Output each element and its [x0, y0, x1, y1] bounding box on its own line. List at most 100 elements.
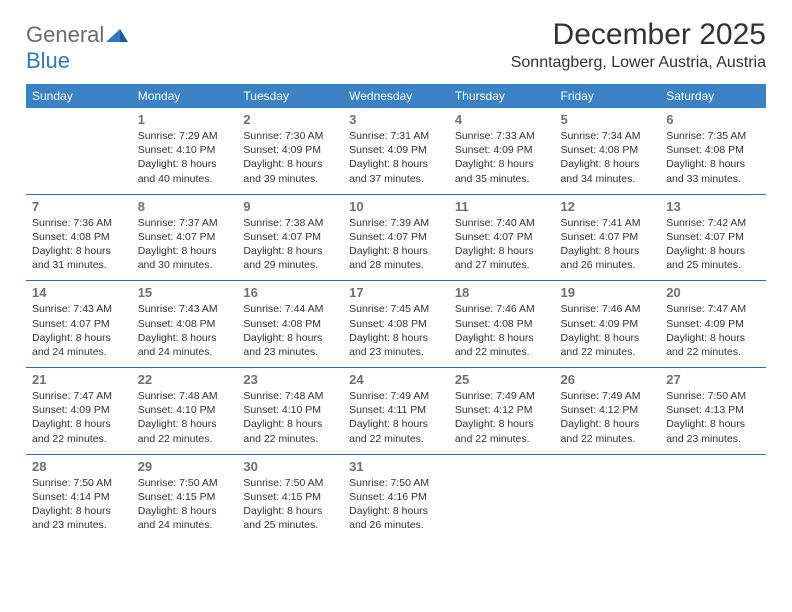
- calendar-day-cell: 19Sunrise: 7:46 AMSunset: 4:09 PMDayligh…: [555, 281, 661, 368]
- logo-word-1: General: [26, 22, 104, 47]
- calendar-day-cell: 22 Sunrise: 7:48 AMSunset: 4:10 PMDayligh…: [132, 368, 238, 455]
- page-title: December 2025: [511, 18, 766, 52]
- calendar-day-cell: [660, 454, 766, 540]
- day-info: Sunrise: 7:41 AMSunset: 4:07 PMDaylight:…: [561, 216, 655, 273]
- calendar-week-row: 14 Sunrise: 7:43 AMSunset: 4:07 PMDayligh…: [26, 281, 766, 368]
- day-info: Sunrise: 7:44 AMSunset: 4:08 PMDaylight:…: [243, 302, 337, 359]
- day-number: 30: [243, 459, 337, 474]
- weekday-header: Tuesday: [237, 84, 343, 108]
- calendar-day-cell: [449, 454, 555, 540]
- weekday-header: Thursday: [449, 84, 555, 108]
- weekday-header: Sunday: [26, 84, 132, 108]
- day-info: Sunrise: 7:48 AMSunset: 4:10 PMDaylight:…: [138, 389, 232, 446]
- day-info: Sunrise: 7:34 AMSunset: 4:08 PMDaylight:…: [561, 129, 655, 186]
- day-number: 7: [32, 199, 126, 214]
- calendar-day-cell: 18 Sunrise: 7:46 AMSunset: 4:08 PMDayligh…: [449, 281, 555, 368]
- day-info: Sunrise: 7:50 AMSunset: 4:13 PMDaylight:…: [666, 389, 760, 446]
- day-info: Sunrise: 7:46 AMSunset: 4:09 PMDaylight:…: [561, 302, 655, 359]
- day-info: Sunrise: 7:50 AMSunset: 4:15 PMDaylight:…: [243, 476, 337, 533]
- calendar-body: 1 Sunrise: 7:29 AMSunset: 4:10 PMDaylight…: [26, 108, 766, 540]
- calendar-week-row: 28 Sunrise: 7:50 AMSunset: 4:14 PMDayligh…: [26, 454, 766, 540]
- day-number: 3: [349, 112, 443, 127]
- day-info: Sunrise: 7:29 AMSunset: 4:10 PMDaylight:…: [138, 129, 232, 186]
- day-number: 24: [349, 372, 443, 387]
- day-number: 6: [666, 112, 760, 127]
- title-block: December 2025 Sonntagberg, Lower Austria…: [511, 18, 766, 72]
- day-info: Sunrise: 7:30 AMSunset: 4:09 PMDaylight:…: [243, 129, 337, 186]
- calendar-day-cell: 3Sunrise: 7:31 AMSunset: 4:09 PMDaylight…: [343, 108, 449, 194]
- day-number: 9: [243, 199, 337, 214]
- day-number: 29: [138, 459, 232, 474]
- day-info: Sunrise: 7:47 AMSunset: 4:09 PMDaylight:…: [32, 389, 126, 446]
- day-number: 31: [349, 459, 443, 474]
- calendar-day-cell: 24Sunrise: 7:49 AMSunset: 4:11 PMDayligh…: [343, 368, 449, 455]
- day-info: Sunrise: 7:43 AMSunset: 4:07 PMDaylight:…: [32, 302, 126, 359]
- day-number: 27: [666, 372, 760, 387]
- calendar-table: SundayMondayTuesdayWednesdayThursdayFrid…: [26, 84, 766, 540]
- logo-word-2: Blue: [26, 48, 70, 73]
- calendar-day-cell: 25Sunrise: 7:49 AMSunset: 4:12 PMDayligh…: [449, 368, 555, 455]
- day-info: Sunrise: 7:35 AMSunset: 4:08 PMDaylight:…: [666, 129, 760, 186]
- day-info: Sunrise: 7:50 AMSunset: 4:16 PMDaylight:…: [349, 476, 443, 533]
- calendar-day-cell: 6 Sunrise: 7:35 AMSunset: 4:08 PMDaylight…: [660, 108, 766, 194]
- calendar-day-cell: 29Sunrise: 7:50 AMSunset: 4:15 PMDayligh…: [132, 454, 238, 540]
- calendar-week-row: 21 Sunrise: 7:47 AMSunset: 4:09 PMDayligh…: [26, 368, 766, 455]
- calendar-day-cell: 2 Sunrise: 7:30 AMSunset: 4:09 PMDaylight…: [237, 108, 343, 194]
- logo-text: General Blue: [26, 22, 128, 74]
- day-number: 15: [138, 285, 232, 300]
- day-number: 17: [349, 285, 443, 300]
- calendar-week-row: 7 Sunrise: 7:36 AMSunset: 4:08 PMDaylight…: [26, 194, 766, 281]
- day-number: 18: [455, 285, 549, 300]
- day-number: 5: [561, 112, 655, 127]
- calendar-day-cell: 28 Sunrise: 7:50 AMSunset: 4:14 PMDayligh…: [26, 454, 132, 540]
- calendar-day-cell: 1 Sunrise: 7:29 AMSunset: 4:10 PMDaylight…: [132, 108, 238, 194]
- day-info: Sunrise: 7:39 AMSunset: 4:07 PMDaylight:…: [349, 216, 443, 273]
- calendar-day-cell: 5 Sunrise: 7:34 AMSunset: 4:08 PMDaylight…: [555, 108, 661, 194]
- day-number: 20: [666, 285, 760, 300]
- day-number: 10: [349, 199, 443, 214]
- calendar-day-cell: 16Sunrise: 7:44 AMSunset: 4:08 PMDayligh…: [237, 281, 343, 368]
- logo-triangle-icon: [106, 26, 128, 42]
- day-number: 14: [32, 285, 126, 300]
- day-info: Sunrise: 7:38 AMSunset: 4:07 PMDaylight:…: [243, 216, 337, 273]
- calendar-day-cell: 31 Sunrise: 7:50 AMSunset: 4:16 PMDayligh…: [343, 454, 449, 540]
- calendar-day-cell: 10 Sunrise: 7:39 AMSunset: 4:07 PMDayligh…: [343, 194, 449, 281]
- day-number: 13: [666, 199, 760, 214]
- day-info: Sunrise: 7:45 AMSunset: 4:08 PMDaylight:…: [349, 302, 443, 359]
- calendar-day-cell: 23Sunrise: 7:48 AMSunset: 4:10 PMDayligh…: [237, 368, 343, 455]
- day-number: 4: [455, 112, 549, 127]
- day-number: 11: [455, 199, 549, 214]
- calendar-day-cell: [555, 454, 661, 540]
- calendar-day-cell: [26, 108, 132, 194]
- day-number: 2: [243, 112, 337, 127]
- calendar-day-cell: 15 Sunrise: 7:43 AMSunset: 4:08 PMDayligh…: [132, 281, 238, 368]
- day-number: 12: [561, 199, 655, 214]
- weekday-header: Monday: [132, 84, 238, 108]
- calendar-day-cell: 4 Sunrise: 7:33 AMSunset: 4:09 PMDaylight…: [449, 108, 555, 194]
- day-info: Sunrise: 7:46 AMSunset: 4:08 PMDaylight:…: [455, 302, 549, 359]
- day-info: Sunrise: 7:36 AMSunset: 4:08 PMDaylight:…: [32, 216, 126, 273]
- day-info: Sunrise: 7:50 AMSunset: 4:14 PMDaylight:…: [32, 476, 126, 533]
- weekday-header: Friday: [555, 84, 661, 108]
- calendar-day-cell: 27 Sunrise: 7:50 AMSunset: 4:13 PMDayligh…: [660, 368, 766, 455]
- day-number: 26: [561, 372, 655, 387]
- day-number: 22: [138, 372, 232, 387]
- day-info: Sunrise: 7:40 AMSunset: 4:07 PMDaylight:…: [455, 216, 549, 273]
- calendar-day-cell: 20Sunrise: 7:47 AMSunset: 4:09 PMDayligh…: [660, 281, 766, 368]
- calendar-day-cell: 26Sunrise: 7:49 AMSunset: 4:12 PMDayligh…: [555, 368, 661, 455]
- weekday-header: Saturday: [660, 84, 766, 108]
- day-number: 1: [138, 112, 232, 127]
- header: General Blue December 2025 Sonntagberg, …: [26, 18, 766, 74]
- day-info: Sunrise: 7:42 AMSunset: 4:07 PMDaylight:…: [666, 216, 760, 273]
- logo: General Blue: [26, 22, 128, 74]
- weekday-header-row: SundayMondayTuesdayWednesdayThursdayFrid…: [26, 84, 766, 108]
- day-number: 21: [32, 372, 126, 387]
- day-number: 28: [32, 459, 126, 474]
- day-info: Sunrise: 7:48 AMSunset: 4:10 PMDaylight:…: [243, 389, 337, 446]
- day-info: Sunrise: 7:33 AMSunset: 4:09 PMDaylight:…: [455, 129, 549, 186]
- day-info: Sunrise: 7:43 AMSunset: 4:08 PMDaylight:…: [138, 302, 232, 359]
- calendar-day-cell: 21 Sunrise: 7:47 AMSunset: 4:09 PMDayligh…: [26, 368, 132, 455]
- calendar-day-cell: 30 Sunrise: 7:50 AMSunset: 4:15 PMDayligh…: [237, 454, 343, 540]
- calendar-day-cell: 7 Sunrise: 7:36 AMSunset: 4:08 PMDaylight…: [26, 194, 132, 281]
- calendar-day-cell: 8Sunrise: 7:37 AMSunset: 4:07 PMDaylight…: [132, 194, 238, 281]
